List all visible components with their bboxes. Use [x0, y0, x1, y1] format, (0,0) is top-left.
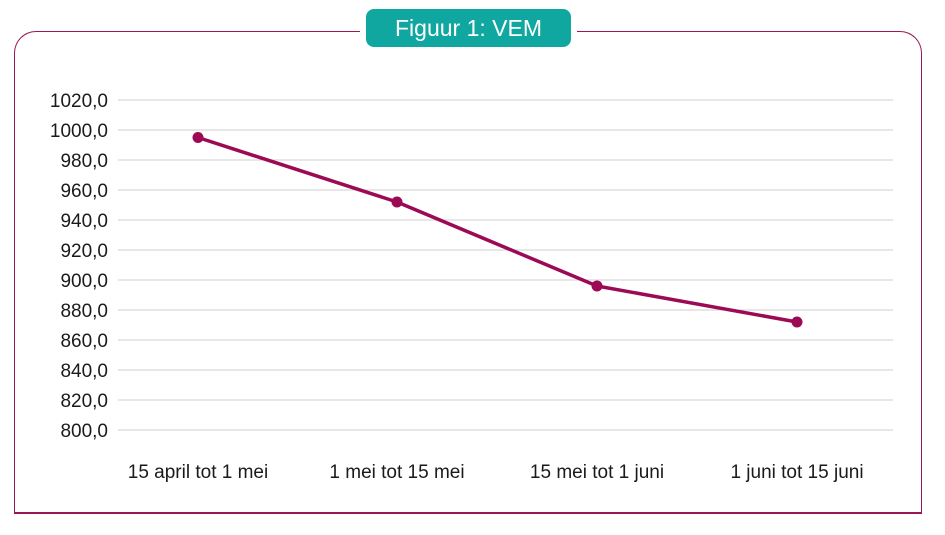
y-tick-label: 980,0: [60, 151, 108, 172]
y-tick-label: 940,0: [60, 211, 108, 232]
y-tick-label: 860,0: [60, 331, 108, 352]
x-category-label: 15 april tot 1 mei: [128, 462, 268, 483]
y-tick-label: 800,0: [60, 421, 108, 442]
x-category-label: 15 mei tot 1 juni: [530, 462, 664, 483]
gridlines: [118, 99, 893, 431]
y-tick-label: 1000,0: [50, 121, 108, 142]
y-tick-label: 820,0: [60, 391, 108, 412]
y-tick-label: 880,0: [60, 301, 108, 322]
y-tick-label: 1020,0: [50, 91, 108, 112]
x-category-label: 1 mei tot 15 mei: [329, 462, 464, 483]
x-axis-category-labels: 15 april tot 1 mei 1 mei tot 15 mei 15 mei…: [128, 462, 864, 483]
y-tick-label: 920,0: [60, 241, 108, 262]
data-point: [791, 316, 803, 328]
chart-title: Figuur 1: VEM: [366, 9, 571, 47]
y-tick-label: 900,0: [60, 271, 108, 292]
data-point: [591, 280, 603, 292]
series-line: [197, 135, 798, 324]
data-point: [192, 132, 204, 143]
y-axis-tick-labels: 1020,0 1000,0 980,0 960,0 940,0 920,0 900,0 880…: [50, 91, 108, 442]
series: [192, 132, 803, 328]
data-point: [391, 196, 403, 208]
x-category-label: 1 juni tot 15 juni: [730, 462, 863, 483]
y-tick-label: 960,0: [60, 181, 108, 202]
y-tick-label: 840,0: [60, 361, 108, 382]
